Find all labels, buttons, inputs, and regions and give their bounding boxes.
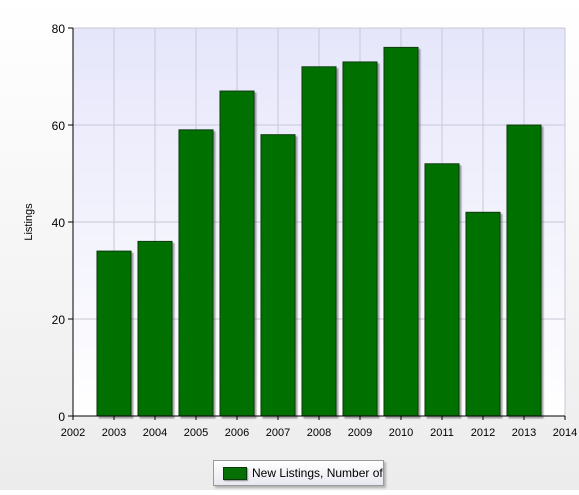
x-tick-label: 2007: [266, 427, 290, 439]
x-tick-label: 2009: [348, 427, 372, 439]
x-tick-label: 2013: [512, 427, 536, 439]
axes: [68, 27, 566, 420]
tick-labels: 2002 2003 2004 2005 2006 2007 2008 2009 2010 2011…: [52, 22, 578, 439]
y-axis-title: Listings: [23, 203, 35, 241]
bar-2008: [301, 66, 337, 417]
bar-2006: [219, 90, 255, 417]
x-tick-label: 2003: [102, 427, 126, 439]
bar-2012: [465, 211, 501, 417]
legend-label: New Listings, Number of: [252, 466, 383, 480]
x-tick-label: 2008: [307, 427, 331, 439]
bars: [96, 46, 542, 417]
x-tick-label: 2010: [389, 427, 413, 439]
x-tick-label: 2006: [225, 427, 249, 439]
y-tick-label: 60: [52, 119, 66, 133]
bar-2004: [137, 240, 173, 417]
x-tick-label: 2012: [471, 427, 495, 439]
x-tick-label: 2011: [430, 427, 454, 439]
legend: New Listings, Number of: [213, 460, 384, 486]
x-tick-label: 2005: [184, 427, 208, 439]
legend-swatch: [223, 466, 247, 480]
y-tick-label: 0: [58, 410, 65, 424]
bar-2009: [342, 61, 378, 417]
bar-2007: [260, 134, 296, 417]
y-tick-label: 20: [52, 313, 66, 327]
y-tick-label: 40: [52, 216, 66, 230]
x-tick-label: 2014: [553, 427, 577, 439]
bar-2011: [424, 163, 460, 417]
x-tick-label: 2002: [61, 427, 85, 439]
bar-2010: [383, 46, 419, 417]
bar-2003: [96, 250, 132, 417]
bar-2005: [178, 129, 214, 417]
bar-2013: [506, 124, 542, 417]
x-tick-label: 2004: [143, 427, 167, 439]
y-tick-label: 80: [52, 22, 66, 36]
